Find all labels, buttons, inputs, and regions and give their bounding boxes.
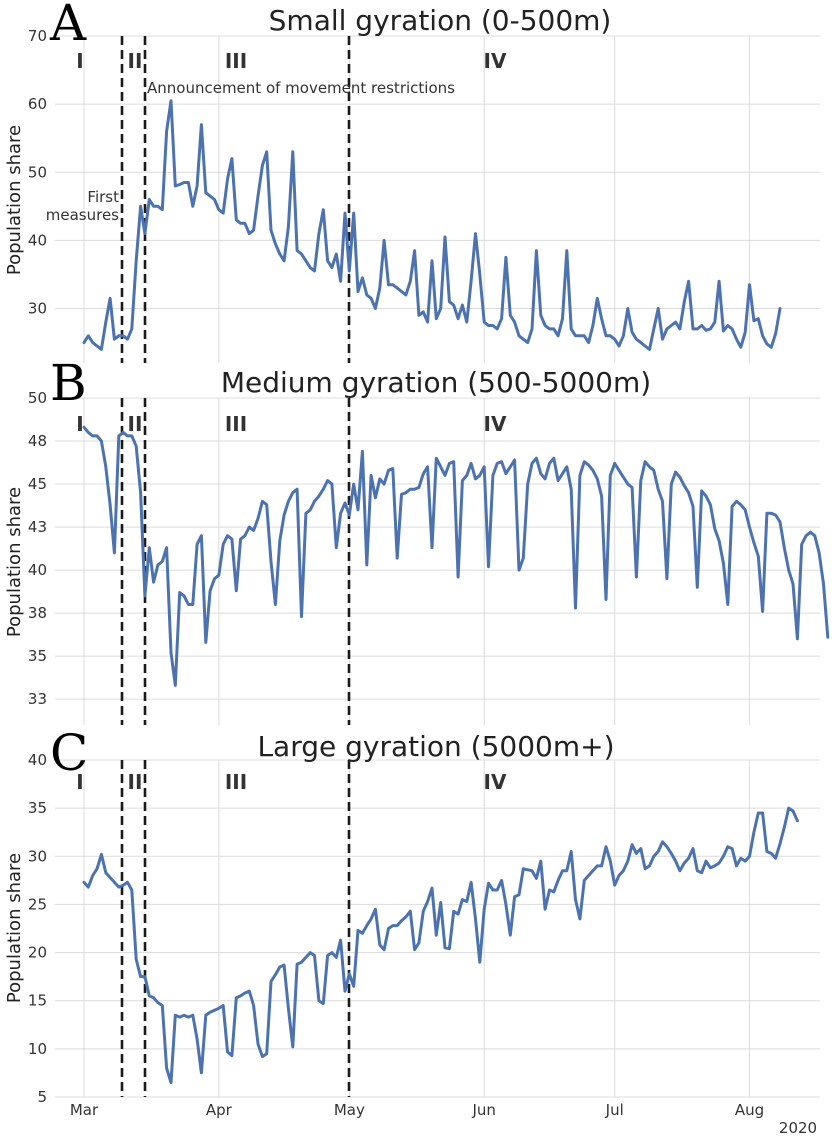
x-tick-label: Apr — [206, 1101, 233, 1119]
panel-letter: B — [50, 354, 87, 412]
phase-label-i: I — [76, 412, 83, 436]
phase-label-iii: III — [225, 770, 247, 794]
y-axis-label: Population share — [4, 487, 25, 637]
x-tick-label: Jun — [471, 1101, 495, 1119]
y-tick-label: 70 — [28, 27, 47, 45]
y-tick-label: 40 — [28, 561, 47, 579]
x-tick-label: Jul — [605, 1101, 624, 1119]
y-tick-label: 50 — [28, 389, 47, 407]
panel-b-medium-gyration: 33 35 38 40 43 45 48 50 Population share Medium… — [4, 354, 830, 725]
x-tick-label: Mar — [70, 1101, 99, 1119]
phase-label-iv: IV — [484, 49, 507, 73]
y-tick-label: 38 — [28, 604, 47, 622]
y-tick-label: 10 — [28, 1040, 47, 1058]
phase-label-ii: II — [128, 770, 143, 794]
chart-title: Medium gyration (500-5000m) — [221, 366, 651, 399]
y-tick-label: 20 — [28, 944, 47, 962]
annotation-movement-restrictions: Announcement of movement restrictions — [147, 79, 455, 97]
phase-label-iv: IV — [484, 412, 507, 436]
panel-a-small-gyration: 30 40 50 60 70 Population share Small gyrati… — [4, 0, 820, 363]
phase-label-i: I — [76, 49, 83, 73]
x-tick-label: May — [334, 1101, 365, 1119]
phase-label-i: I — [76, 770, 83, 794]
y-tick-label: 40 — [28, 231, 47, 249]
y-tick-label: 35 — [28, 647, 47, 665]
phase-label-iii: III — [225, 49, 247, 73]
y-tick-label: 25 — [28, 895, 47, 913]
phase-label-ii: II — [128, 412, 143, 436]
x-tick-label: Aug — [735, 1101, 764, 1119]
phase-label-iii: III — [225, 412, 247, 436]
y-axis-label: Population share — [4, 853, 25, 1003]
y-tick-label: 60 — [28, 95, 47, 113]
chart-title: Large gyration (5000m+) — [257, 730, 614, 763]
panel-letter: C — [50, 724, 88, 782]
y-axis-label: Population share — [4, 125, 25, 275]
y-tick-label: 43 — [28, 518, 47, 536]
y-tick-label: 45 — [28, 475, 47, 493]
annotation-measures: measures — [46, 206, 119, 224]
panel-letter: A — [49, 0, 87, 52]
y-tick-label: 50 — [28, 163, 47, 181]
y-tick-label: 35 — [28, 799, 47, 817]
y-tick-label: 15 — [28, 992, 47, 1010]
series-line-small-gyration — [82, 99, 782, 351]
y-tick-label: 33 — [28, 690, 47, 708]
year-label: 2020 — [779, 1119, 817, 1137]
phase-label-iv: IV — [484, 770, 507, 794]
chart-title: Small gyration (0-500m) — [269, 4, 612, 37]
y-tick-label: 5 — [37, 1088, 47, 1106]
y-tick-label: 30 — [28, 300, 47, 318]
y-tick-label: 40 — [28, 751, 47, 769]
annotation-first: First — [87, 188, 119, 206]
y-tick-label: 30 — [28, 847, 47, 865]
panel-c-large-gyration: 5 10 15 20 25 30 35 40 Mar Apr May Jun Jul Aug Popul… — [4, 724, 820, 1137]
series-line-medium-gyration — [82, 425, 830, 687]
phase-label-ii: II — [128, 49, 143, 73]
series-line-large-gyration — [82, 806, 799, 1085]
y-tick-label: 48 — [28, 432, 47, 450]
